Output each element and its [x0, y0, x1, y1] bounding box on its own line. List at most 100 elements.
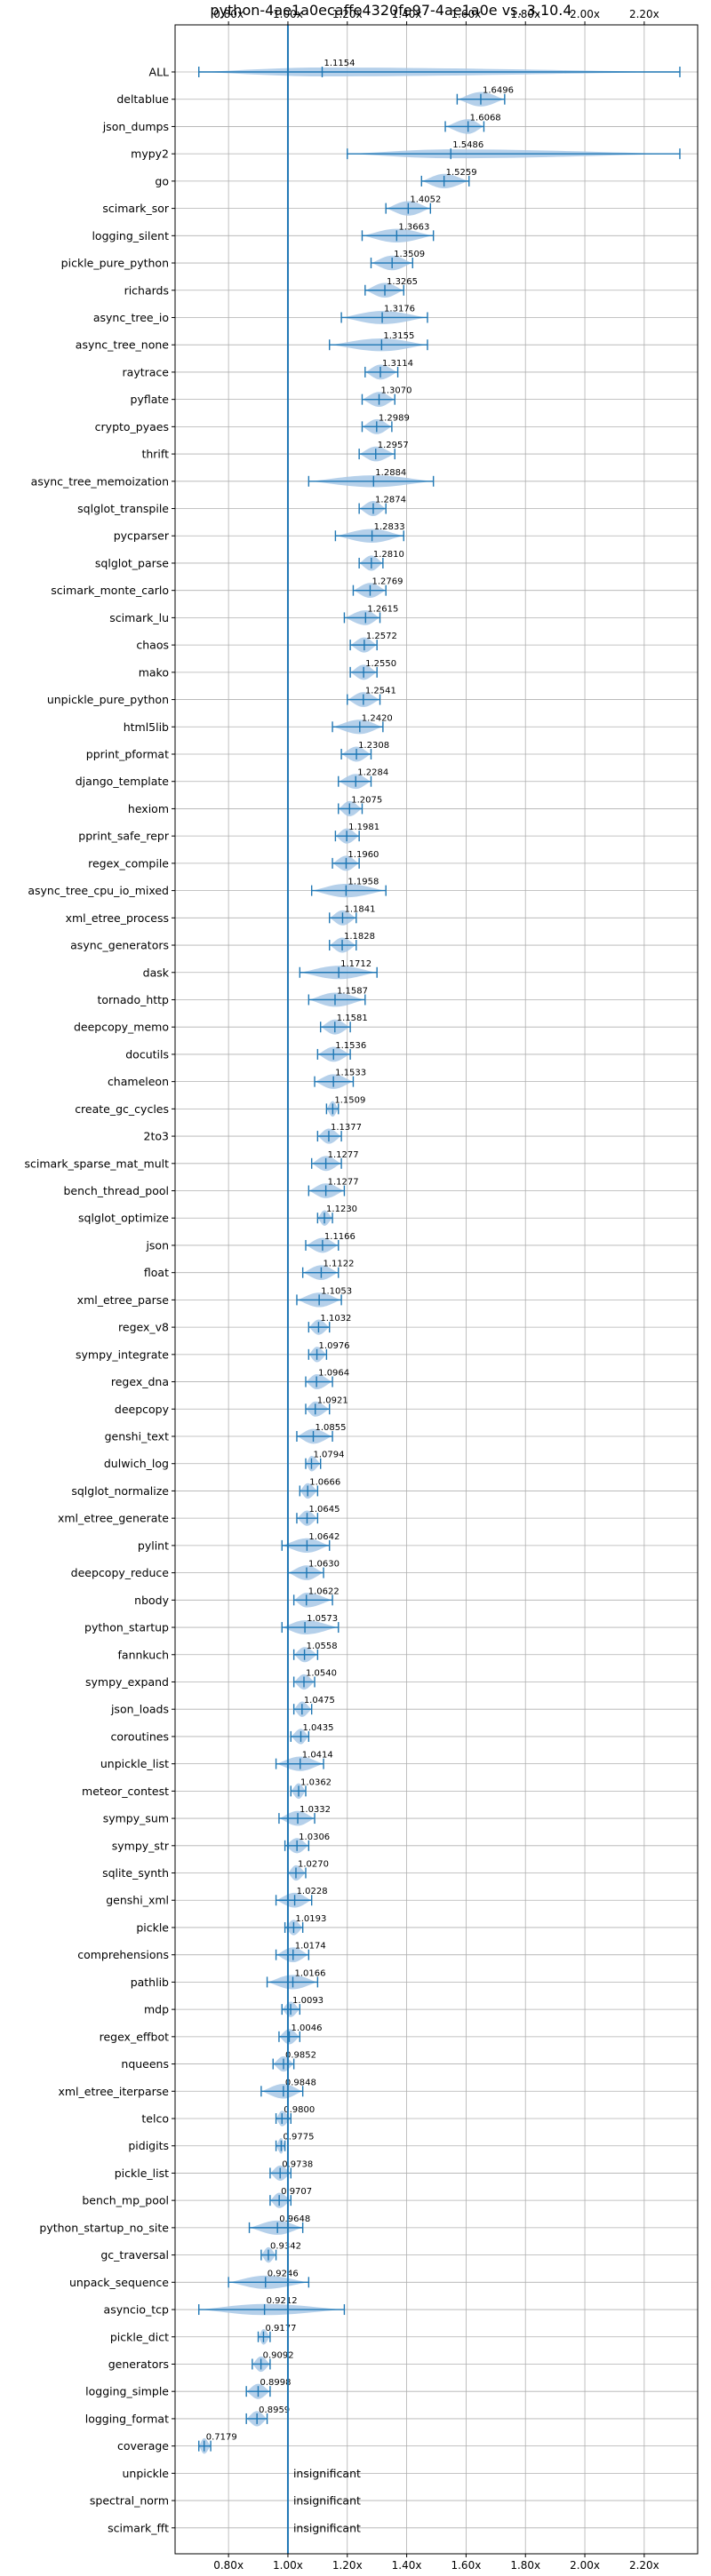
category-label: scimark_sparse_mat_mult — [25, 1157, 170, 1170]
median-value-label: 1.2957 — [378, 441, 409, 450]
category-label: async_generators — [70, 939, 169, 952]
median-value-label: 0.9092 — [263, 2350, 294, 2360]
category-label: mypy2 — [131, 147, 169, 161]
category-label: pickle — [136, 1920, 169, 1934]
category-label: hexiom — [128, 802, 169, 815]
category-label: chameleon — [108, 1075, 169, 1088]
median-value-label: 1.0166 — [295, 1968, 326, 1978]
median-value-label: 1.1587 — [337, 986, 368, 996]
category-label: pycparser — [114, 529, 170, 543]
category-label: async_tree_io — [93, 311, 169, 324]
bottom-tick-label: 0.80x — [213, 2559, 244, 2572]
median-value-label: 1.2833 — [374, 522, 405, 532]
median-value-label: 0.9212 — [267, 2296, 298, 2306]
median-value-label: 1.2075 — [351, 795, 382, 805]
category-label: deltablue — [116, 92, 169, 106]
category-label: generators — [108, 2357, 169, 2371]
median-value-label: 1.2884 — [375, 468, 406, 478]
median-value-label: 1.0976 — [319, 1341, 350, 1351]
median-value-label: 1.0573 — [307, 1614, 338, 1624]
median-value-label: 1.1960 — [348, 850, 379, 860]
category-label: sympy_str — [112, 1839, 170, 1852]
median-value-label: 1.3663 — [398, 222, 429, 232]
category-label: fannkuch — [118, 1648, 169, 1661]
median-value-label: 1.1581 — [337, 1014, 368, 1023]
median-value-label: 1.1277 — [328, 1150, 359, 1160]
median-value-label: 1.0046 — [291, 2023, 322, 2033]
category-label: unpickle — [122, 2467, 169, 2480]
bottom-tick-label: 1.80x — [510, 2559, 540, 2572]
category-label: asyncio_tcp — [104, 2303, 170, 2317]
median-value-label: 1.2615 — [367, 604, 398, 614]
median-value-label: 0.9177 — [265, 2324, 296, 2334]
insignificant-label: insignificant — [293, 2467, 361, 2480]
median-value-label: 1.0475 — [304, 1696, 335, 1705]
top-tick-label: 2.00x — [570, 8, 600, 20]
category-label: raytrace — [123, 365, 170, 378]
category-label: sqlglot_transpile — [77, 502, 169, 515]
category-label: sympy_integrate — [76, 1348, 169, 1361]
category-label: pickle_dict — [110, 2330, 169, 2343]
category-label: xml_etree_generate — [58, 1512, 169, 1525]
bottom-tick-label: 1.60x — [451, 2559, 481, 2572]
median-value-label: 1.2572 — [366, 632, 397, 641]
median-value-label: 0.9775 — [283, 2133, 314, 2143]
median-value-label: 1.1509 — [334, 1095, 365, 1105]
category-label: genshi_xml — [106, 1894, 169, 1907]
category-label: bench_thread_pool — [63, 1184, 169, 1197]
median-value-label: 0.7179 — [206, 2433, 237, 2443]
median-value-label: 0.9848 — [285, 2078, 316, 2087]
category-label: deepcopy_memo — [74, 1021, 169, 1034]
median-value-label: 1.2989 — [379, 413, 410, 423]
median-value-label: 1.0093 — [292, 1996, 324, 2006]
category-label: sqlglot_parse — [95, 556, 169, 569]
category-label: sqlite_synth — [102, 1866, 169, 1880]
category-label: ALL — [149, 66, 170, 79]
category-label: deepcopy — [115, 1403, 170, 1416]
category-label: async_tree_cpu_io_mixed — [28, 884, 169, 897]
category-label: unpickle_pure_python — [47, 693, 169, 706]
bottom-tick-label: 2.00x — [570, 2559, 600, 2572]
median-value-label: 1.2420 — [362, 713, 393, 723]
median-value-label: 1.0306 — [299, 1833, 330, 1842]
median-value-label: 1.0435 — [302, 1723, 333, 1733]
category-label: coverage — [117, 2439, 169, 2453]
category-label: regex_compile — [88, 856, 169, 870]
median-value-label: 1.3155 — [383, 331, 414, 341]
median-value-label: 1.6496 — [483, 86, 514, 96]
category-label: coroutines — [111, 1729, 169, 1743]
median-value-label: 1.0228 — [297, 1887, 328, 1896]
top-tick-label: 1.80x — [510, 8, 540, 20]
category-label: regex_v8 — [118, 1321, 169, 1334]
category-label: meteor_contest — [82, 1785, 169, 1798]
median-value-label: 1.5486 — [452, 140, 483, 150]
category-label: xml_etree_process — [66, 911, 169, 925]
category-label: pidigits — [128, 2139, 169, 2152]
category-label: scimark_fft — [108, 2521, 169, 2534]
category-label: richards — [124, 283, 169, 297]
category-label: regex_dna — [111, 1375, 169, 1388]
category-label: logging_silent — [92, 229, 169, 242]
category-label: comprehensions — [77, 1948, 169, 1961]
grid-lines — [175, 25, 698, 2554]
median-value-label: 1.2874 — [375, 496, 406, 505]
median-value-label: 1.0855 — [316, 1423, 347, 1433]
category-label: pprint_safe_repr — [78, 830, 170, 843]
median-value-label: 1.3070 — [381, 386, 412, 396]
median-value-label: 0.9852 — [285, 2051, 316, 2061]
median-value-label: 1.3265 — [387, 277, 418, 287]
median-value-label: 1.2308 — [358, 741, 389, 751]
category-label: dask — [143, 966, 170, 979]
category-label: scimark_lu — [109, 611, 169, 624]
median-value-label: 1.2284 — [357, 768, 388, 778]
category-label: logging_simple — [85, 2385, 169, 2398]
median-value-label: 0.9246 — [268, 2269, 299, 2278]
median-value-label: 1.1981 — [348, 823, 379, 832]
category-label: regex_effbot — [100, 2030, 169, 2043]
category-label: docutils — [125, 1047, 169, 1061]
median-value-label: 0.9738 — [282, 2159, 313, 2169]
median-value-label: 1.0645 — [309, 1505, 340, 1515]
category-label: mdp — [144, 2003, 169, 2016]
